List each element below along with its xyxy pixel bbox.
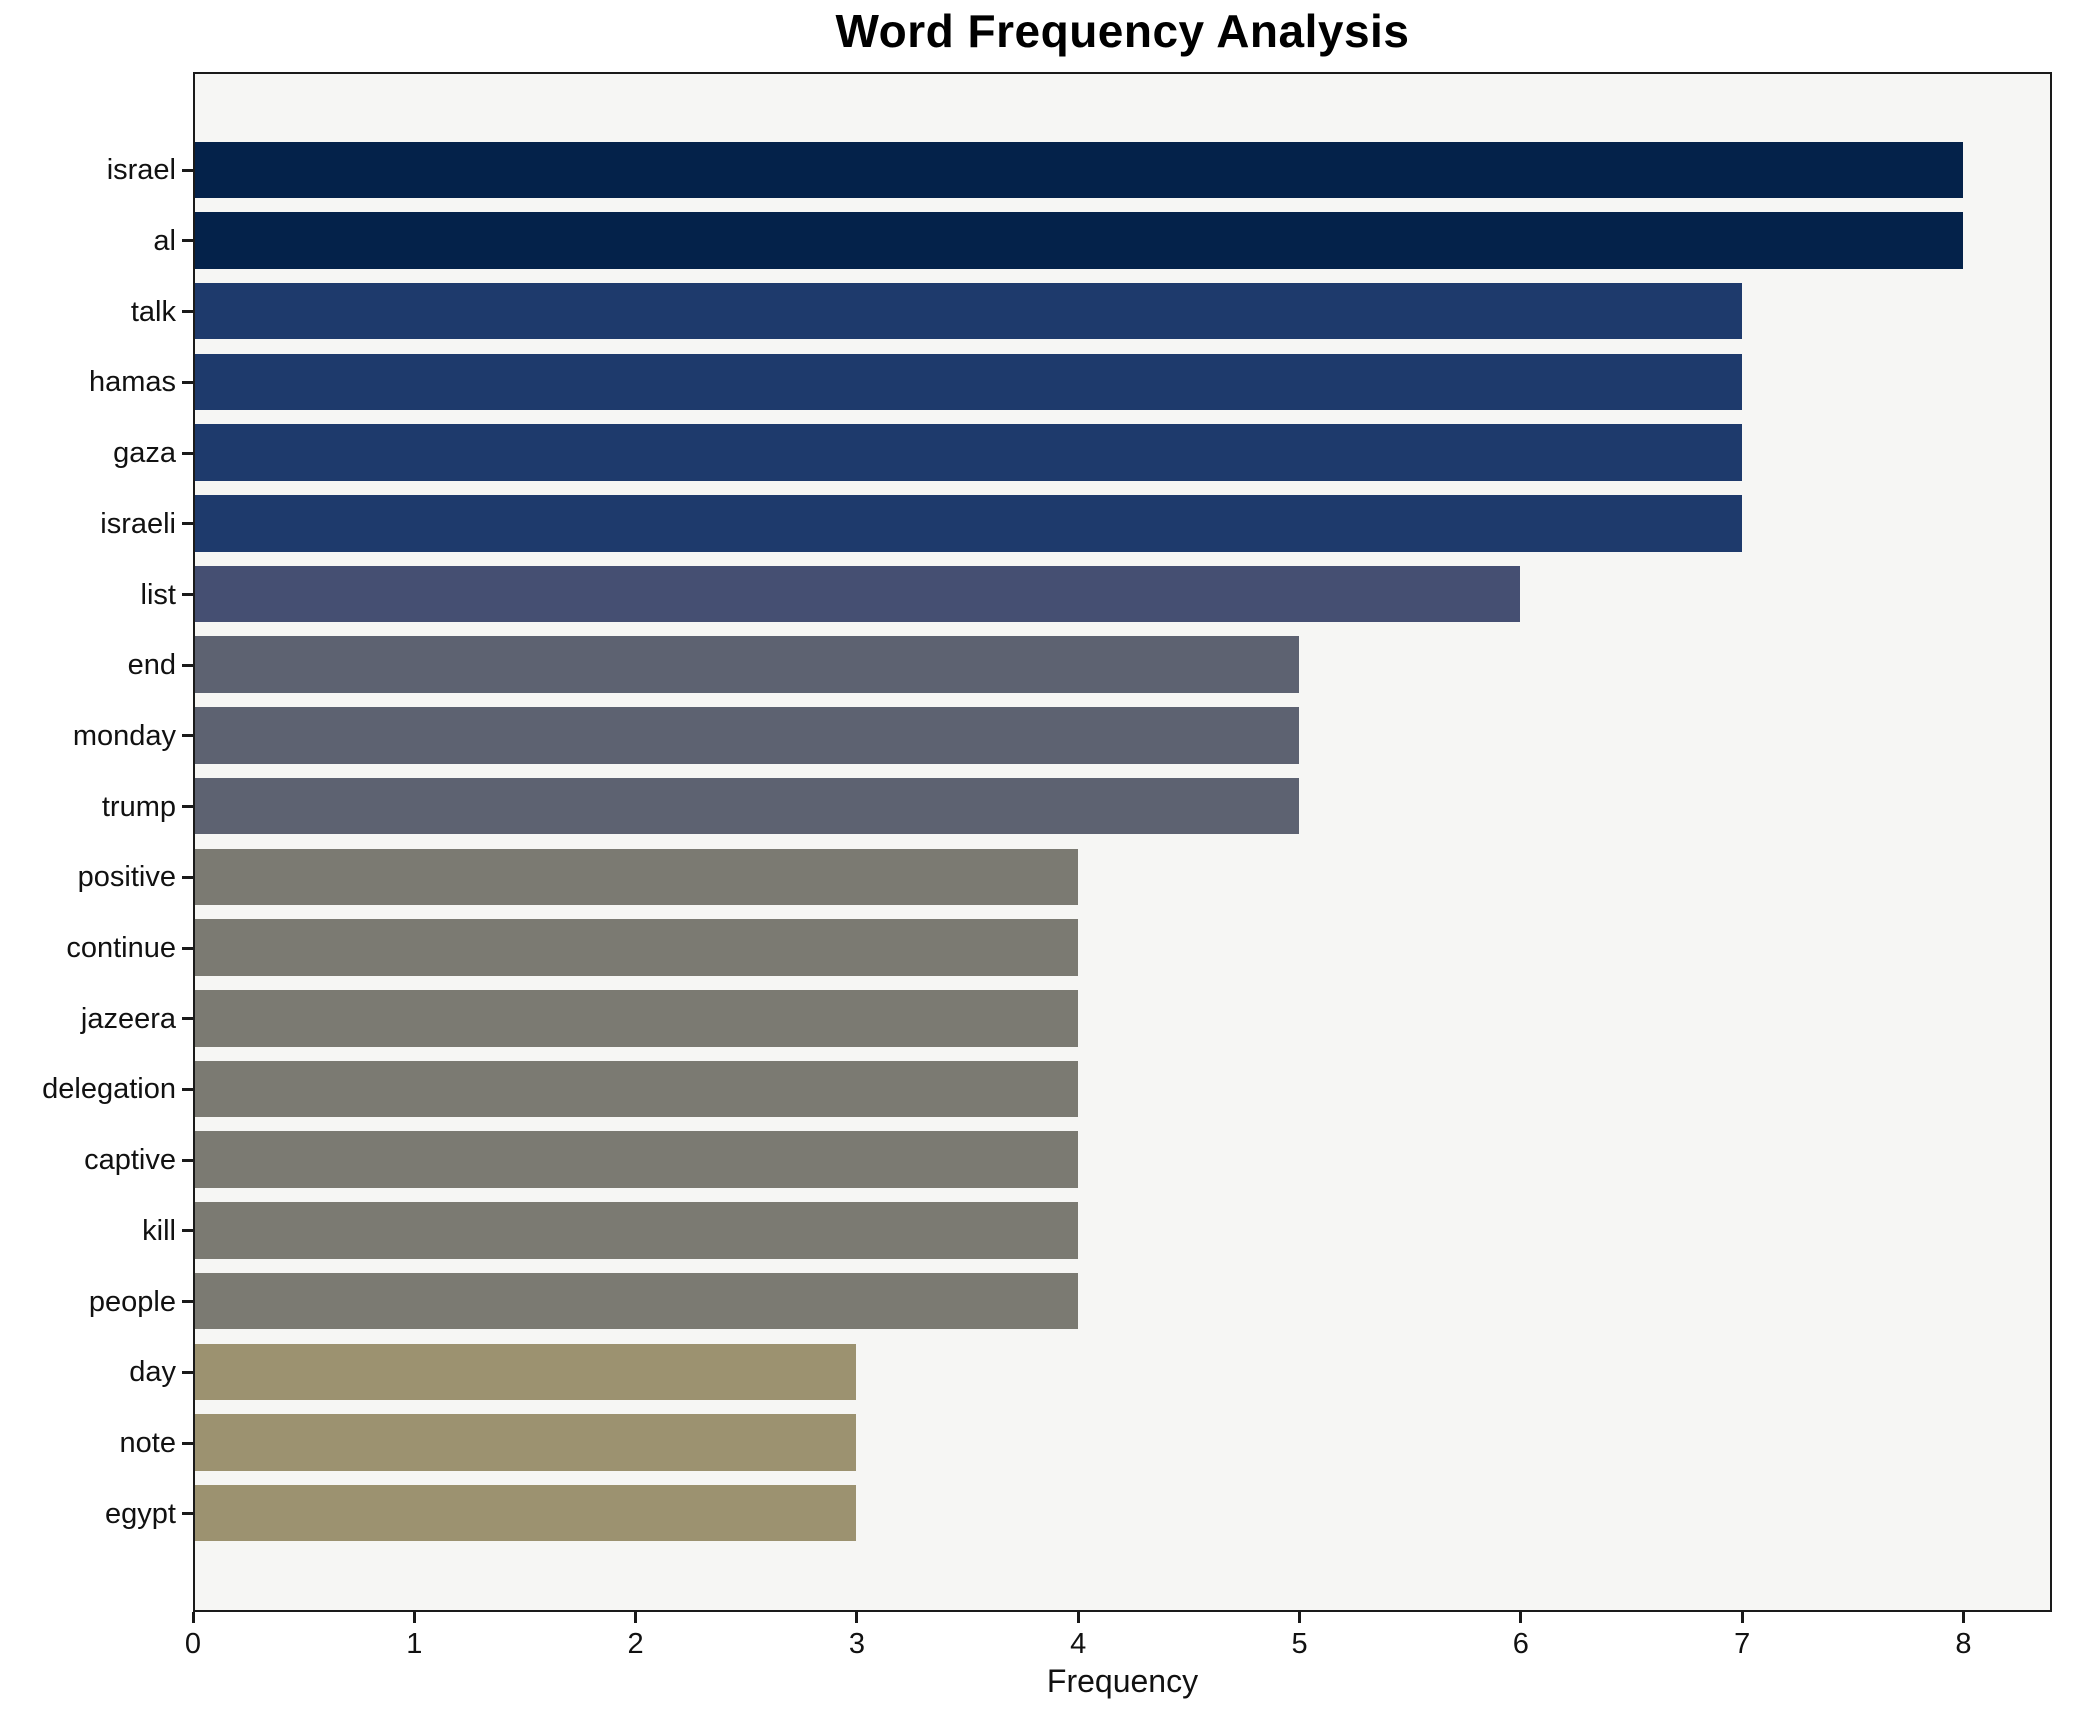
y-tick-mark	[182, 663, 193, 667]
x-tick-label-7: 7	[1734, 1628, 1751, 1660]
bar-delegation	[195, 1060, 1078, 1118]
y-tick-mark	[182, 1370, 193, 1374]
y-tick-label-end: end	[127, 649, 176, 682]
y-tick-mark	[182, 239, 193, 243]
bar-monday	[195, 707, 1300, 764]
y-tick-label-monday: monday	[72, 719, 176, 752]
bar-positive	[195, 848, 1078, 906]
y-tick-mark	[182, 380, 193, 384]
x-tick-label-2: 2	[627, 1628, 644, 1660]
y-tick-label-delegation: delegation	[42, 1073, 176, 1106]
x-tick-label-6: 6	[1512, 1628, 1529, 1660]
x-tick-label-1: 1	[406, 1628, 423, 1660]
y-tick-label-israeli: israeli	[100, 507, 176, 540]
y-tick-label-people: people	[88, 1285, 176, 1318]
x-tick-mark	[634, 1612, 638, 1623]
y-tick-label-trump: trump	[101, 790, 176, 823]
y-tick-mark	[182, 1087, 193, 1091]
y-tick-label-note: note	[119, 1427, 176, 1459]
y-tick-label-list: list	[140, 578, 176, 611]
x-tick-mark	[412, 1612, 416, 1623]
bar-jazeera	[195, 989, 1078, 1047]
y-tick-label-day: day	[129, 1356, 176, 1389]
x-tick-mark	[855, 1612, 859, 1623]
plot-area	[193, 72, 2052, 1612]
y-tick-mark	[182, 310, 193, 314]
y-tick-mark	[182, 1441, 193, 1445]
bar-gaza	[195, 424, 1742, 481]
bar-israeli	[195, 495, 1742, 552]
x-tick-mark	[1076, 1612, 1080, 1623]
y-tick-mark	[182, 734, 193, 738]
bar-kill	[195, 1202, 1078, 1259]
x-axis-label: Frequency	[1046, 1663, 1199, 1699]
y-tick-label-jazeera: jazeera	[80, 1002, 176, 1035]
y-tick-label-kill: kill	[142, 1214, 176, 1247]
y-tick-label-egypt: egypt	[105, 1497, 176, 1530]
chart-title: Word Frequency Analysis	[835, 5, 1410, 57]
x-tick-label-5: 5	[1291, 1628, 1308, 1660]
x-tick-mark	[1519, 1612, 1523, 1623]
x-tick-mark	[1298, 1612, 1302, 1623]
y-tick-label-positive: positive	[77, 861, 176, 894]
y-tick-mark	[182, 1158, 193, 1162]
bar-talk	[195, 282, 1742, 340]
bar-hamas	[195, 353, 1742, 411]
y-tick-mark	[182, 1229, 193, 1233]
bar-list	[195, 565, 1521, 623]
y-tick-mark	[182, 451, 193, 455]
bars-layer	[195, 74, 2050, 1610]
bar-note	[195, 1414, 857, 1471]
y-tick-mark	[182, 875, 193, 879]
y-tick-mark	[182, 522, 193, 526]
bar-al	[195, 212, 1963, 269]
y-tick-mark	[182, 946, 193, 950]
y-tick-mark	[182, 168, 193, 172]
bar-people	[195, 1272, 1078, 1330]
bar-continue	[195, 919, 1078, 976]
bar-egypt	[195, 1484, 857, 1542]
y-tick-label-talk: talk	[130, 295, 176, 328]
y-tick-label-al: al	[153, 224, 176, 257]
x-tick-label-0: 0	[184, 1628, 202, 1660]
bar-end	[195, 636, 1300, 693]
x-tick-mark	[1740, 1612, 1744, 1623]
x-tick-label-8: 8	[1955, 1628, 1972, 1660]
x-tick-mark	[191, 1612, 195, 1623]
y-tick-mark	[182, 593, 193, 597]
x-tick-label-3: 3	[848, 1628, 865, 1660]
bar-day	[195, 1343, 857, 1401]
y-tick-mark	[182, 1300, 193, 1304]
y-tick-label-captive: captive	[84, 1144, 176, 1177]
y-tick-label-hamas: hamas	[88, 366, 176, 399]
y-tick-label-israel: israel	[106, 154, 176, 187]
bar-captive	[195, 1131, 1078, 1188]
bar-israel	[195, 141, 1963, 199]
x-tick-label-4: 4	[1070, 1628, 1087, 1660]
y-tick-label-continue: continue	[66, 932, 176, 965]
y-tick-mark	[182, 1017, 193, 1021]
bar-trump	[195, 777, 1300, 835]
y-tick-mark	[182, 805, 193, 809]
y-tick-mark	[182, 1512, 193, 1516]
y-tick-label-gaza: gaza	[113, 437, 176, 470]
x-tick-mark	[1961, 1612, 1965, 1623]
